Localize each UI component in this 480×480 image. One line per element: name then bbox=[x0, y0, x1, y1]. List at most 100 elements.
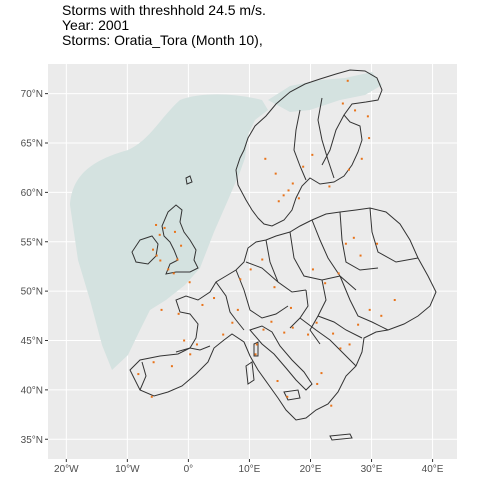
lon-tick-label: 10°E bbox=[239, 464, 261, 475]
lon-tick-label: 10°W bbox=[115, 464, 140, 475]
storm-point bbox=[158, 233, 161, 236]
storm-point bbox=[176, 258, 179, 261]
storm-point bbox=[239, 278, 242, 281]
storm-point bbox=[274, 172, 277, 175]
storm-point bbox=[302, 165, 305, 168]
storm-point bbox=[337, 272, 340, 275]
storm-point bbox=[316, 382, 319, 385]
storm-point bbox=[163, 226, 166, 229]
storm-point bbox=[376, 242, 379, 245]
storm-point bbox=[346, 79, 349, 82]
corsica-outline bbox=[253, 341, 259, 357]
lon-tick-label: 20°W bbox=[54, 464, 79, 475]
storm-field-ocean-area bbox=[70, 94, 268, 370]
storm-point bbox=[286, 395, 289, 398]
storm-point bbox=[213, 297, 216, 300]
storm-point bbox=[291, 182, 294, 185]
title-storms: Storms: Oratia_Tora (Month 10), bbox=[62, 32, 263, 48]
storm-point bbox=[177, 312, 180, 315]
great-britain-outline bbox=[161, 204, 199, 275]
storm-point bbox=[282, 194, 285, 197]
storm-point bbox=[262, 328, 265, 331]
mainland-europe-outline bbox=[129, 207, 437, 421]
country-borders bbox=[129, 69, 437, 441]
storm-point bbox=[276, 379, 279, 382]
storm-point bbox=[341, 102, 344, 105]
storm-point bbox=[328, 185, 331, 188]
storm-point bbox=[137, 373, 140, 376]
lat-tick-label: 40°N bbox=[21, 385, 43, 396]
storm-point bbox=[172, 272, 175, 275]
internal-borders bbox=[215, 207, 419, 367]
storm-point bbox=[160, 308, 163, 311]
spain-portugal-border bbox=[139, 361, 147, 391]
lon-tick-label: 0° bbox=[184, 464, 194, 475]
storm-point bbox=[261, 258, 264, 261]
storm-point bbox=[273, 286, 276, 289]
storm-point bbox=[277, 200, 280, 203]
lat-tick-label: 60°N bbox=[21, 188, 43, 199]
axis-labels: 70°N 65°N 60°N 55°N 50°N 45°N 40°N 35°N 20°W 10°W… bbox=[21, 89, 444, 475]
storm-point bbox=[332, 332, 335, 335]
storm-point bbox=[360, 157, 363, 160]
storm-point bbox=[357, 323, 360, 326]
storm-point bbox=[152, 361, 155, 364]
storm-point bbox=[159, 259, 162, 262]
storm-point bbox=[255, 343, 258, 346]
lon-tick-label: 30°E bbox=[361, 464, 383, 475]
storm-point bbox=[150, 395, 153, 398]
storm-point bbox=[155, 223, 158, 226]
lat-tick-label: 35°N bbox=[21, 435, 43, 446]
storm-point bbox=[188, 281, 191, 284]
storm-point bbox=[180, 244, 183, 247]
storm-point bbox=[183, 339, 186, 342]
sardinia-outline bbox=[245, 361, 255, 385]
storm-point bbox=[311, 153, 314, 156]
title-year: Year: 2001 bbox=[62, 17, 130, 33]
storm-point bbox=[307, 333, 310, 336]
storm-point bbox=[393, 299, 396, 302]
storm-point bbox=[155, 254, 158, 257]
storm-points bbox=[137, 79, 396, 407]
lat-tick-label: 55°N bbox=[21, 237, 43, 248]
storm-point bbox=[283, 331, 286, 334]
storm-point bbox=[348, 343, 351, 346]
storm-point bbox=[297, 197, 300, 200]
lat-tick-label: 50°N bbox=[21, 287, 43, 298]
plot-title-block: Storms with threshhold 24.5 m/s. Year: 2… bbox=[62, 3, 266, 48]
scandinavia-outline bbox=[235, 69, 383, 227]
storm-point bbox=[324, 282, 327, 285]
storm-point bbox=[236, 308, 239, 311]
title-threshold: Storms with threshhold 24.5 m/s. bbox=[62, 2, 266, 18]
storm-point bbox=[359, 254, 362, 257]
lon-tick-label: 40°E bbox=[422, 464, 444, 475]
storm-point bbox=[173, 230, 176, 233]
storm-point bbox=[320, 372, 323, 375]
storm-point bbox=[201, 303, 204, 306]
lon-tick-label: 20°E bbox=[300, 464, 322, 475]
storm-point bbox=[344, 242, 347, 245]
storm-point bbox=[330, 404, 333, 407]
storm-point bbox=[270, 320, 273, 323]
storm-point bbox=[222, 333, 225, 336]
storm-point bbox=[264, 157, 267, 160]
storm-point bbox=[347, 168, 350, 171]
italy-outline bbox=[249, 325, 313, 391]
storm-point bbox=[195, 343, 198, 346]
storm-point bbox=[352, 236, 355, 239]
storm-point bbox=[366, 115, 369, 118]
storm-field-barents-fringe bbox=[268, 72, 382, 112]
crete-outline bbox=[329, 433, 353, 441]
storm-point bbox=[151, 248, 154, 251]
faroe-islands bbox=[185, 175, 193, 185]
ireland-outline bbox=[131, 235, 159, 265]
storm-point bbox=[167, 268, 170, 271]
storm-point bbox=[287, 189, 290, 192]
storm-point bbox=[311, 268, 314, 271]
storm-point bbox=[368, 308, 371, 311]
lat-tick-label: 45°N bbox=[21, 336, 43, 347]
storm-point bbox=[291, 326, 294, 329]
storm-point bbox=[289, 306, 292, 309]
storm-point bbox=[380, 314, 383, 317]
lat-tick-label: 65°N bbox=[21, 139, 43, 150]
